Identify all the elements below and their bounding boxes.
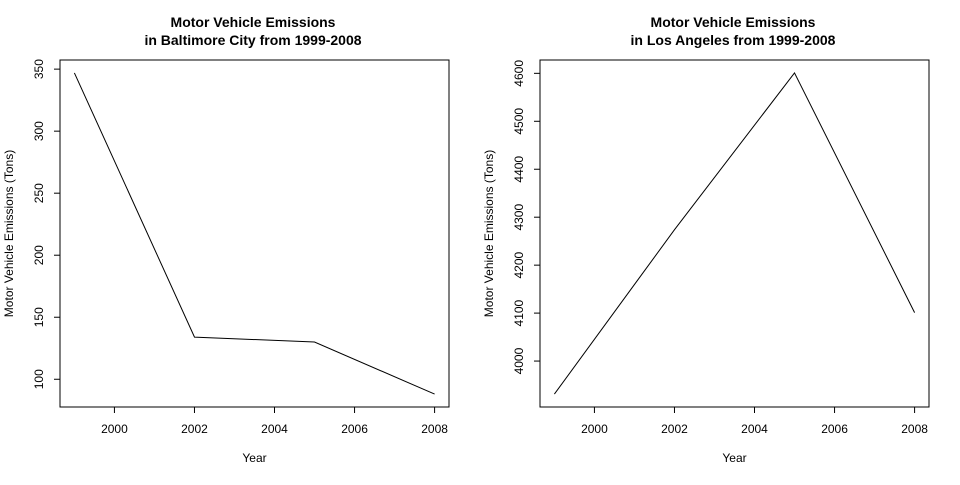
chart-1-plot-frame <box>59 59 450 408</box>
chart-2-x-axis-label: Year <box>722 451 746 465</box>
chart-1-y-tick-label: 150 <box>32 307 46 327</box>
chart-1-title: Motor Vehicle Emissions <box>171 14 336 30</box>
chart-2-series-line <box>553 71 916 395</box>
chart-2-y-tick-label: 4100 <box>512 299 526 326</box>
chart-1-x-tick-label: 2004 <box>261 422 288 436</box>
chart-2-title: Motor Vehicle Emissions <box>651 14 816 30</box>
chart-2-x-tick-label: 2002 <box>661 422 688 436</box>
chart-1-x-axis-label: Year <box>242 451 266 465</box>
chart-2-y-tick-label: 4000 <box>512 347 526 374</box>
chart-2-y-tick-label: 4200 <box>512 251 526 278</box>
chart-2-x-tick-label: 2006 <box>821 422 848 436</box>
chart-1-y-tick-label: 100 <box>32 369 46 389</box>
chart-2-y-tick-label: 4400 <box>512 156 526 183</box>
chart-1-panel: Motor Vehicle Emissions in Baltimore City… <box>2 14 450 465</box>
chart-2-y-tick-label: 4500 <box>512 108 526 135</box>
chart-1-y-tick-label: 350 <box>32 59 46 79</box>
chart-2-subtitle: in Los Angeles from 1999-2008 <box>631 32 836 48</box>
chart-1-y-axis-label: Motor Vehicle Emissions (Tons) <box>2 150 16 317</box>
chart-2-y-tick-label: 4300 <box>512 204 526 231</box>
chart-2-y-axis-label: Motor Vehicle Emissions (Tons) <box>482 150 496 317</box>
chart-1-x-tick-label: 2000 <box>101 422 128 436</box>
chart-1-y-tick-label: 200 <box>32 245 46 265</box>
chart-2-x-tick-label: 2008 <box>901 422 928 436</box>
chart-1-x-tick-label: 2006 <box>341 422 368 436</box>
chart-1-x-tick-label: 2002 <box>181 422 208 436</box>
chart-1-y-tick-label: 250 <box>32 183 46 203</box>
chart-2-plot-frame <box>539 59 930 408</box>
chart-2-panel: Motor Vehicle Emissions in Los Angeles fr… <box>482 14 930 465</box>
chart-1-subtitle: in Baltimore City from 1999-2008 <box>144 32 361 48</box>
chart-1-series-line <box>73 72 435 395</box>
chart-2-y-tick-label: 4600 <box>512 60 526 87</box>
chart-1-x-tick-label: 2008 <box>421 422 448 436</box>
chart-1-y-tick-label: 300 <box>32 121 46 141</box>
chart-2-x-tick-label: 2000 <box>581 422 608 436</box>
chart-2-x-tick-label: 2004 <box>741 422 768 436</box>
